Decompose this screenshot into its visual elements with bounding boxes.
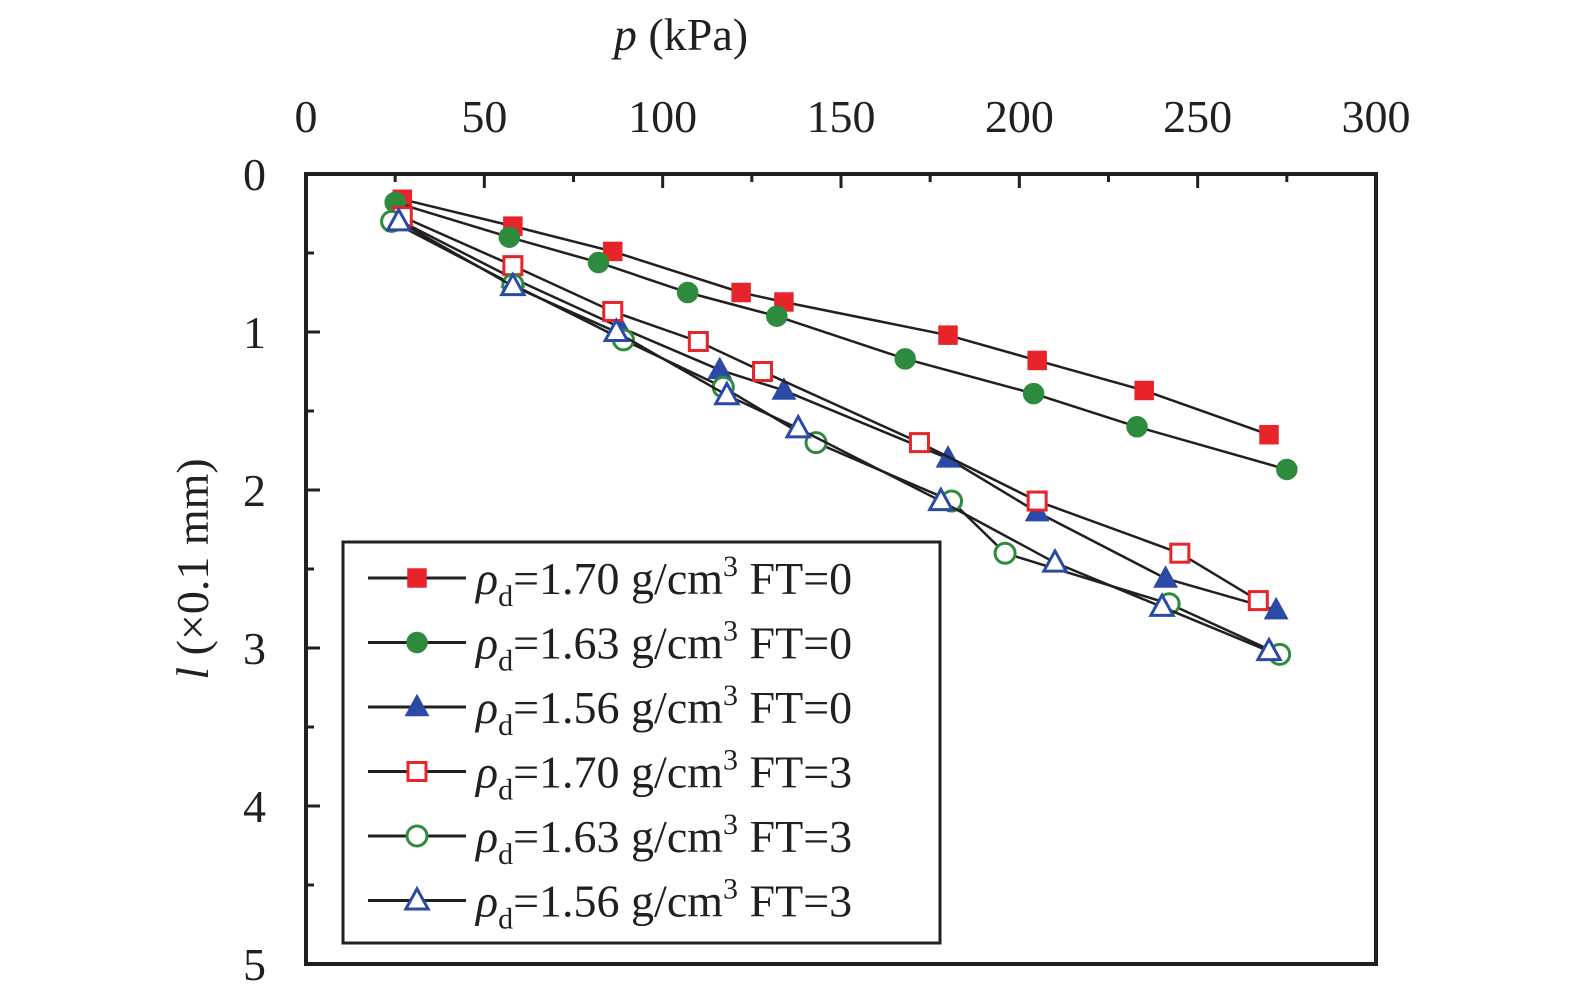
x-tick-label: 300 xyxy=(1342,91,1411,142)
data-point xyxy=(602,241,623,262)
y-tick-label: 0 xyxy=(243,149,266,200)
data-point xyxy=(771,377,797,400)
legend-label: ρd=1.63 g/cm3 FT=3 xyxy=(474,808,852,871)
data-point xyxy=(1041,547,1069,573)
legend-label: ρd=1.56 g/cm3 FT=3 xyxy=(474,873,852,936)
data-point xyxy=(602,317,631,343)
data-point xyxy=(1148,592,1176,617)
legend-entry: ρd=1.56 g/cm3 FT=0 xyxy=(368,679,852,742)
legend-entry: ρd=1.63 g/cm3 FT=0 xyxy=(368,615,852,678)
data-point xyxy=(1027,350,1047,371)
series-2 xyxy=(384,191,1298,481)
data-point xyxy=(766,305,788,327)
legend-marker xyxy=(406,761,428,782)
data-point xyxy=(752,361,774,382)
series-1 xyxy=(392,189,1279,445)
data-point xyxy=(1026,490,1048,512)
x-tick-label: 50 xyxy=(461,91,507,142)
data-point xyxy=(1169,542,1191,564)
data-point xyxy=(1259,424,1279,445)
x-tick-label: 0 xyxy=(295,91,318,142)
y-tick-label: 5 xyxy=(243,939,266,990)
data-point xyxy=(1247,590,1269,612)
data-point xyxy=(1276,458,1298,481)
legend-entry: ρd=1.63 g/cm3 FT=3 xyxy=(368,808,852,871)
legend-entry: ρd=1.56 g/cm3 FT=3 xyxy=(368,873,852,936)
y-axis-title: l (×0.1 mm) xyxy=(167,458,218,679)
y-tick-label: 3 xyxy=(243,623,266,674)
legend-marker xyxy=(403,885,431,911)
data-point xyxy=(731,282,751,303)
data-point xyxy=(908,432,930,454)
data-point xyxy=(385,206,413,232)
legend-marker xyxy=(405,824,429,848)
legend-label: ρd=1.63 g/cm3 FT=0 xyxy=(474,615,852,678)
legend-entry: ρd=1.70 g/cm3 FT=3 xyxy=(368,744,852,807)
legend-label: ρd=1.56 g/cm3 FT=0 xyxy=(474,679,852,742)
data-point xyxy=(784,413,812,439)
x-axis-title: p (kPa) xyxy=(611,9,748,60)
x-tick-label: 150 xyxy=(807,91,876,142)
data-point xyxy=(707,356,733,380)
data-point xyxy=(1126,416,1148,438)
data-point xyxy=(927,486,955,512)
legend-marker xyxy=(404,693,430,717)
data-point xyxy=(499,271,527,297)
legend-label: ρd=1.70 g/cm3 FT=3 xyxy=(474,744,852,807)
legend-marker xyxy=(406,631,428,654)
y-tick-label: 1 xyxy=(243,307,266,358)
data-point xyxy=(676,281,699,304)
data-point xyxy=(993,541,1017,565)
data-point xyxy=(587,251,610,274)
legend: ρd=1.70 g/cm3 FT=0ρd=1.63 g/cm3 FT=0ρd=1… xyxy=(341,540,942,945)
series-group xyxy=(380,189,1298,666)
y-tick-label: 2 xyxy=(243,465,266,516)
x-tick-label: 250 xyxy=(1163,91,1232,142)
legend-entry: ρd=1.70 g/cm3 FT=0 xyxy=(368,550,852,613)
data-point xyxy=(938,325,958,345)
data-point xyxy=(1134,380,1154,401)
data-point xyxy=(1255,636,1283,662)
data-point xyxy=(894,348,916,370)
legend-marker xyxy=(407,568,427,588)
data-point xyxy=(1022,382,1045,405)
x-tick-label: 100 xyxy=(628,91,697,142)
data-point xyxy=(498,226,521,248)
legend-box xyxy=(341,540,942,945)
data-point xyxy=(687,330,709,352)
series-line xyxy=(394,201,1288,471)
legend-label: ρd=1.70 g/cm3 FT=0 xyxy=(474,550,852,613)
data-point xyxy=(1153,565,1178,588)
series-6 xyxy=(385,206,1283,662)
x-tick-label: 200 xyxy=(985,91,1054,142)
data-point xyxy=(602,300,624,322)
data-point xyxy=(713,380,741,406)
data-point xyxy=(1263,596,1289,620)
y-tick-label: 4 xyxy=(243,781,266,832)
axes: 0 50 100 150 200 250 300 0 1 2 3 4 5 p (kPa) l (×0.1 m… xyxy=(167,9,1411,990)
